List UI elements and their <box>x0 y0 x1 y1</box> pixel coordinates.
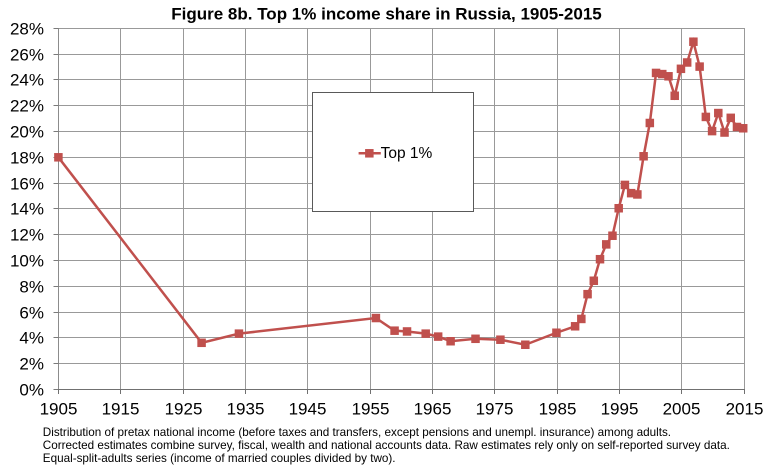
svg-text:1985: 1985 <box>539 399 577 418</box>
svg-text:28%: 28% <box>10 20 44 39</box>
svg-text:Top 1%: Top 1% <box>381 145 433 162</box>
svg-text:22%: 22% <box>10 97 44 116</box>
svg-text:Corrected estimates combine su: Corrected estimates combine survey, fisc… <box>43 439 730 452</box>
svg-text:2005: 2005 <box>663 399 701 418</box>
svg-text:0%: 0% <box>19 381 44 400</box>
svg-text:Figure 8b. Top 1% income share: Figure 8b. Top 1% income share in Russia… <box>171 4 602 23</box>
svg-text:1925: 1925 <box>165 399 203 418</box>
svg-text:Distribution of pretax nationa: Distribution of pretax national income (… <box>43 426 671 439</box>
svg-text:1905: 1905 <box>40 399 78 418</box>
svg-text:1915: 1915 <box>102 399 140 418</box>
svg-text:2015: 2015 <box>726 399 764 418</box>
svg-text:1995: 1995 <box>601 399 639 418</box>
svg-text:26%: 26% <box>10 46 44 65</box>
svg-text:1935: 1935 <box>227 399 265 418</box>
svg-text:1945: 1945 <box>289 399 327 418</box>
svg-text:1975: 1975 <box>476 399 514 418</box>
svg-text:Equal-split-adults series (inc: Equal-split-adults series (income of mar… <box>43 452 396 465</box>
svg-text:1955: 1955 <box>352 399 390 418</box>
svg-text:8%: 8% <box>19 278 44 297</box>
svg-text:6%: 6% <box>19 304 44 323</box>
svg-text:14%: 14% <box>10 200 44 219</box>
svg-text:20%: 20% <box>10 123 44 142</box>
svg-text:10%: 10% <box>10 252 44 271</box>
svg-text:4%: 4% <box>19 329 44 348</box>
svg-text:16%: 16% <box>10 175 44 194</box>
svg-text:24%: 24% <box>10 71 44 90</box>
svg-text:2%: 2% <box>19 355 44 374</box>
svg-text:1965: 1965 <box>414 399 452 418</box>
svg-text:18%: 18% <box>10 149 44 168</box>
svg-text:12%: 12% <box>10 226 44 245</box>
